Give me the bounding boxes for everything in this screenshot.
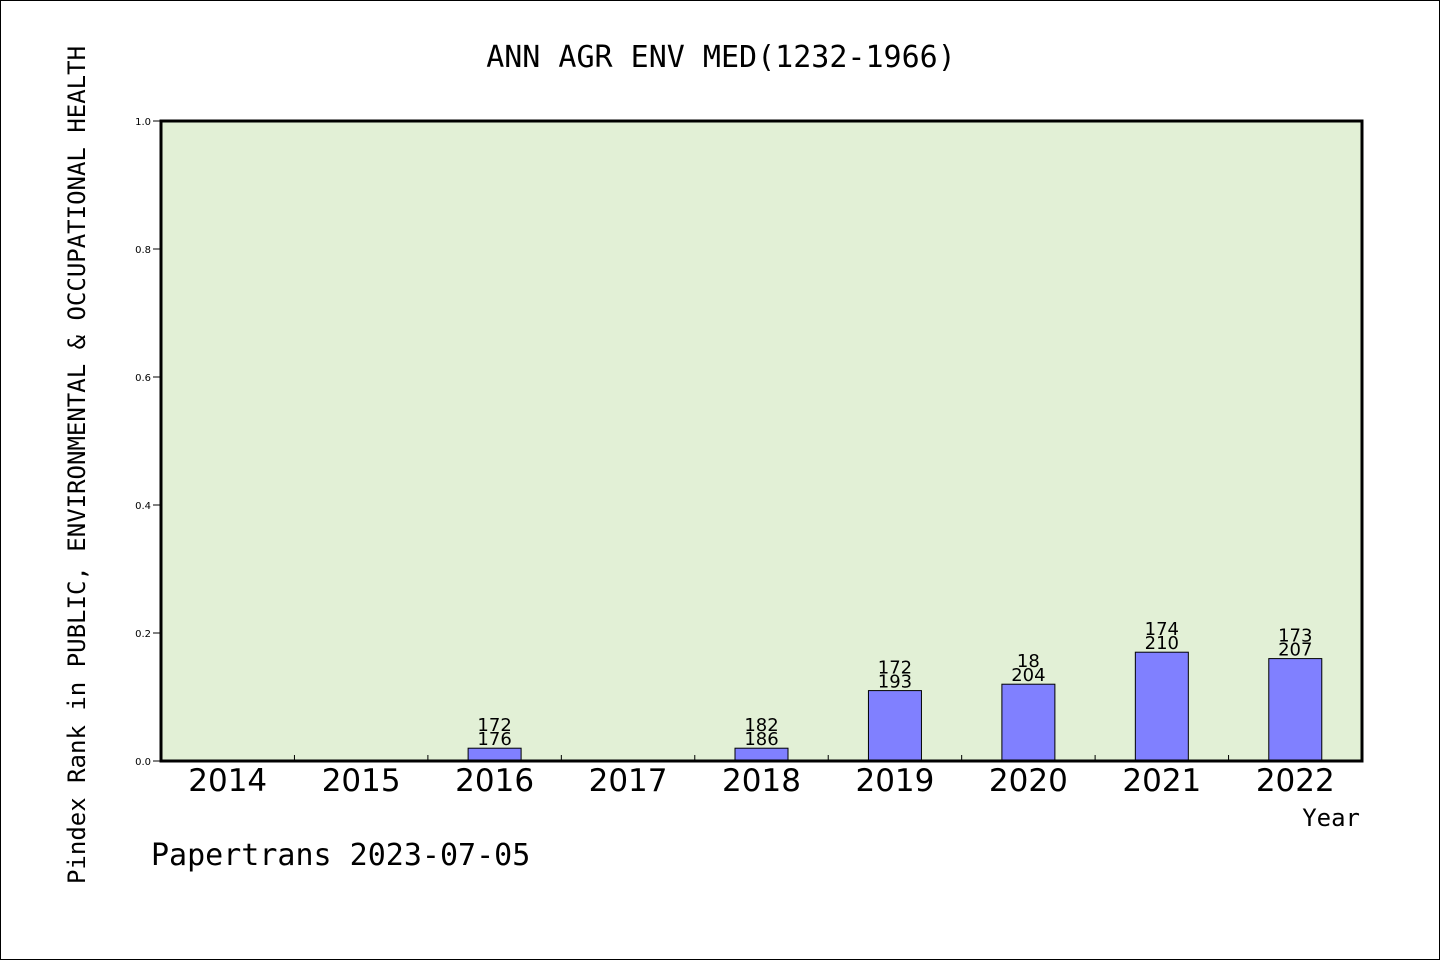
y-tick-label: 0.4 <box>135 501 151 512</box>
y-tick-label: 1.0 <box>135 117 151 128</box>
bar-label-bottom: 207 <box>1278 640 1312 661</box>
x-tick-label: 2022 <box>1256 763 1335 799</box>
x-tick-label: 2020 <box>989 763 1068 799</box>
y-tick-label: 0.2 <box>135 629 151 640</box>
bar-label-top: 172 <box>477 715 511 736</box>
bar-label-top: 18 <box>1017 651 1040 672</box>
bar-label-bottom: 210 <box>1145 633 1179 654</box>
y-ticks-group: 0.0 0.2 0.4 0.6 0.8 1.0 <box>135 117 161 768</box>
x-tick-label: 2016 <box>455 763 534 799</box>
x-tick-label: 2018 <box>722 763 801 799</box>
x-tick-label: 2014 <box>188 763 267 799</box>
bar <box>1268 658 1323 762</box>
x-axis-label: Year <box>1302 804 1360 832</box>
x-tick-label: 2015 <box>322 763 401 799</box>
x-ticks-group: 2014 2015 2016 2017 2018 2019 2020 2021 2022 <box>188 755 1335 799</box>
x-tick-label: 2019 <box>855 763 934 799</box>
x-tick-label: 2017 <box>589 763 668 799</box>
bar-label-top: 182 <box>744 715 778 736</box>
bar <box>867 690 922 762</box>
bar-label-bottom: 186 <box>744 729 778 750</box>
y-tick-label: 0.0 <box>135 757 151 768</box>
bar-label-top: 174 <box>1145 619 1179 640</box>
y-tick-label: 0.8 <box>135 245 151 256</box>
bar-label-top: 173 <box>1278 626 1312 647</box>
chart-title: ANN AGR ENV MED(1232-1966) <box>486 40 956 75</box>
bar <box>1134 651 1189 762</box>
y-axis-label: Pindex Rank in PUBLIC, ENVIRONMENTAL & O… <box>63 46 91 884</box>
y-tick-label: 0.6 <box>135 373 151 384</box>
bar <box>1001 683 1056 762</box>
plot-border <box>159 119 1364 763</box>
bar-label-bottom: 204 <box>1011 665 1045 686</box>
bar-label-bottom: 176 <box>477 729 511 750</box>
bar-label-bottom: 193 <box>878 672 912 693</box>
x-tick-label: 2021 <box>1122 763 1201 799</box>
credit-text: Papertrans 2023-07-05 <box>151 838 530 873</box>
bar-label-top: 172 <box>878 658 912 679</box>
